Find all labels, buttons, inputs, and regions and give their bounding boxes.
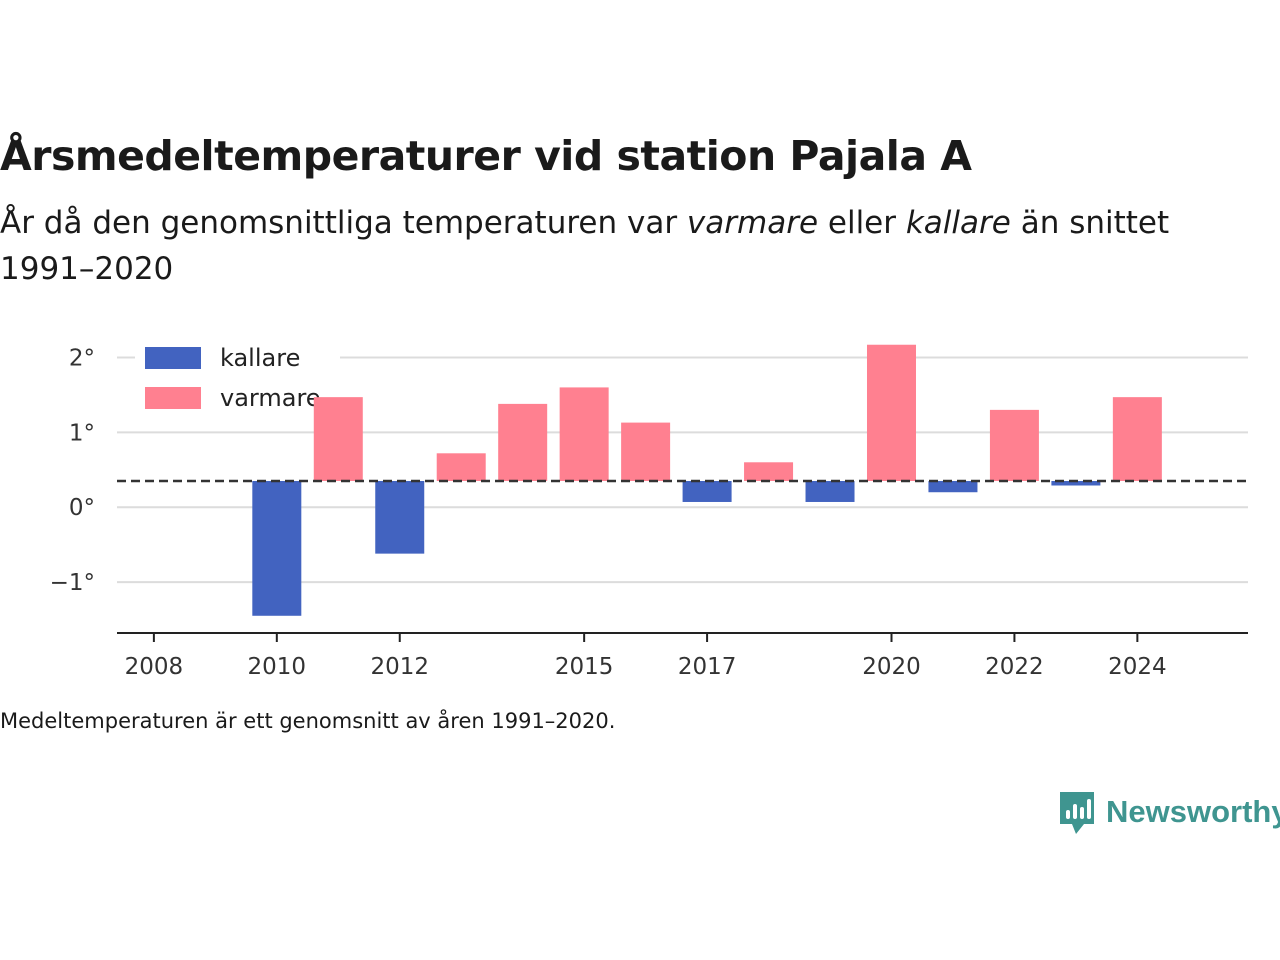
bar-2020 [866,344,916,482]
x-tick-label: 2008 [125,654,184,680]
bar-2014 [498,403,548,482]
bar-2012 [375,481,425,554]
y-tick-label: 1° [69,420,95,446]
bar-2016 [621,422,671,482]
x-tick-label: 2022 [985,654,1044,680]
x-tick-label: 2017 [678,654,737,680]
subtitle-part-3: än snittet 1991–2020 [0,205,1170,287]
legend-swatch-varmare [145,387,201,409]
y-tick-label: 2° [69,345,95,371]
x-tick-label: 2020 [862,654,921,680]
subtitle-cold: kallare [905,205,1011,241]
bar-2023 [1051,481,1101,486]
x-tick-label: 2024 [1108,654,1167,680]
bar-2024 [1112,397,1162,482]
y-tick-label: 0° [69,495,95,521]
legend-label-varmare: varmare [220,384,321,412]
bar-2017 [682,481,732,502]
chart-title: Årsmedeltemperaturer vid station Pajala … [0,132,972,180]
subtitle-part-1: År då den genomsnittliga temperaturen va… [0,205,687,241]
subtitle-warm: varmare [686,205,819,241]
chart-subtitle: År då den genomsnittliga temperaturen va… [0,200,1200,292]
newsworthy-logo: Newsworthy [1058,788,1280,836]
footnote: Medeltemperaturen är ett genomsnitt av å… [0,709,616,733]
newsworthy-logo-text: Newsworthy [1106,794,1280,829]
bar-2021 [928,481,978,493]
bar-2018 [744,462,794,482]
subtitle-part-2: eller [818,205,906,241]
bar-2015 [559,387,609,482]
x-tick-label: 2012 [370,654,429,680]
bar-2019 [805,481,855,502]
x-tick-label: 2010 [248,654,307,680]
legend-label-kallare: kallare [220,344,300,372]
bar-2013 [436,453,486,482]
y-tick-label: −1° [50,570,95,596]
bar-chart: −1° 0° 1° 2° kallare varmare 2008 2010 2012 2015 2… [50,335,1248,680]
bar-2011 [313,397,363,482]
legend-swatch-kallare [145,347,201,369]
x-tick-label: 2015 [555,654,614,680]
bar-2022 [989,409,1039,482]
bar-2010 [252,481,302,616]
newsworthy-logo-icon [1060,792,1094,834]
